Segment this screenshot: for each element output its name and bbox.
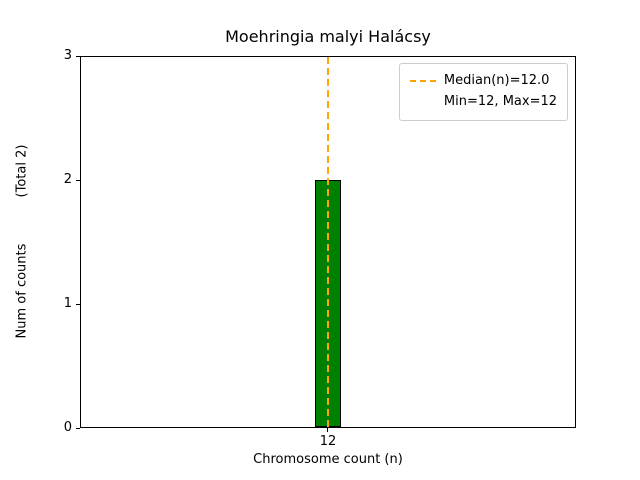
y-tick-mark — [76, 179, 80, 181]
dashed-line-icon — [409, 80, 436, 83]
legend-entry-label: Median(n)=12.0 — [443, 73, 550, 88]
legend-entry: Median(n)=12.0 — [409, 71, 557, 92]
legend-entry-label: Min=12, Max=12 — [443, 93, 557, 109]
y-tick-label: 1 — [63, 296, 72, 311]
y-tick-mark — [76, 427, 80, 429]
y-axis-label-text: Num of counts — [14, 243, 30, 339]
x-tick-label: 12 — [319, 434, 337, 449]
x-axis-label: Chromosome count (n) — [253, 452, 403, 467]
y-axis-total-text: (Total 2) — [14, 144, 30, 198]
y-tick-label: 0 — [63, 420, 72, 435]
y-tick-mark — [76, 303, 80, 305]
plot-area: Median(n)=12.0 Min=12, Max=12 — [80, 56, 576, 428]
legend-entry: Min=12, Max=12 — [410, 92, 557, 113]
y-tick-label: 2 — [63, 172, 72, 187]
y-axis-label: Num of counts (Total 2) — [15, 56, 30, 428]
legend: Median(n)=12.0 Min=12, Max=12 — [398, 63, 568, 121]
y-tick-label: 3 — [63, 48, 72, 63]
y-tick-mark — [76, 55, 80, 57]
median-dashed-line — [327, 57, 329, 427]
chart-title: Moehringia malyi Halácsy — [225, 27, 431, 46]
x-tick-mark — [327, 428, 328, 432]
